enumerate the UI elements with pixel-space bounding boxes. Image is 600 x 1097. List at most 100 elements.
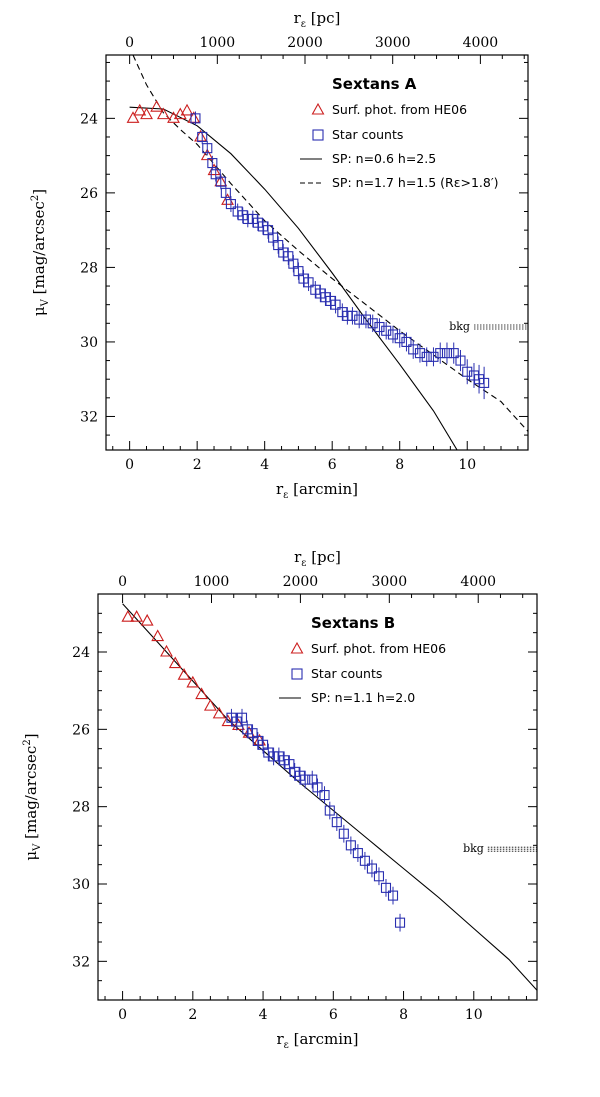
legend-stars-symbol bbox=[312, 129, 324, 141]
surf-phot-point bbox=[195, 687, 209, 700]
star-count-point bbox=[197, 131, 208, 143]
star-count-point bbox=[289, 766, 300, 777]
surf-phot-point bbox=[200, 148, 214, 161]
star-count-point bbox=[220, 187, 231, 198]
star-count-point bbox=[273, 751, 284, 762]
surf-phot-point bbox=[121, 610, 135, 622]
star-count-point bbox=[268, 751, 279, 762]
surf-phot-point bbox=[203, 698, 217, 711]
x-tick-label: 2 bbox=[188, 1007, 197, 1023]
star-count-point bbox=[210, 169, 221, 180]
star-count-point bbox=[242, 724, 253, 735]
top-axis-label: rε [pc] bbox=[294, 548, 341, 569]
x-tick-label: 10 bbox=[465, 1007, 483, 1023]
star-count-point bbox=[473, 374, 485, 385]
x-tick-label: 0 bbox=[118, 1007, 127, 1023]
y-tick-label: 26 bbox=[72, 722, 90, 738]
x-tick-label: 4 bbox=[260, 457, 269, 473]
surf-phot-point bbox=[160, 644, 173, 657]
top-tick-label: 4000 bbox=[460, 574, 496, 590]
star-count-point bbox=[236, 712, 248, 723]
star-count-point bbox=[288, 258, 299, 269]
star-count-point bbox=[273, 239, 284, 251]
x-tick-label: 8 bbox=[395, 457, 404, 473]
star-count-point bbox=[448, 348, 459, 359]
star-count-point bbox=[324, 805, 335, 816]
star-count-point bbox=[279, 755, 290, 766]
plot-frame bbox=[97, 593, 538, 1001]
top-tick-label: 2000 bbox=[283, 574, 319, 590]
star-count-point bbox=[380, 882, 392, 893]
star-count-point bbox=[294, 770, 305, 781]
star-count-point bbox=[225, 199, 236, 210]
chart-title: Sextans B bbox=[311, 614, 395, 632]
legend-sp1-label: SP: n=0.6 h=2.5 bbox=[332, 151, 436, 166]
star-count-point bbox=[441, 348, 453, 359]
x-tick-label: 6 bbox=[328, 457, 337, 473]
surf-phot-point bbox=[151, 629, 165, 642]
top-tick-label: 0 bbox=[118, 574, 127, 590]
y-tick-label: 30 bbox=[80, 335, 98, 351]
star-count-point bbox=[268, 232, 279, 243]
star-count-point bbox=[352, 848, 363, 859]
star-count-point bbox=[315, 288, 326, 299]
star-count-point bbox=[337, 307, 348, 318]
star-count-point bbox=[190, 113, 201, 124]
star-count-point bbox=[247, 213, 258, 225]
x-tick-label: 10 bbox=[458, 457, 476, 473]
star-count-point bbox=[320, 292, 331, 303]
star-count-point bbox=[303, 277, 314, 288]
y-tick-label: 26 bbox=[80, 186, 98, 202]
star-count-point bbox=[284, 759, 295, 770]
star-count-point bbox=[414, 348, 426, 359]
surf-phot-point bbox=[130, 610, 144, 622]
star-count-point bbox=[462, 366, 473, 377]
star-count-point bbox=[359, 855, 370, 866]
legend-stars-label: Star counts bbox=[332, 127, 403, 142]
star-count-point bbox=[338, 828, 349, 839]
star-count-point bbox=[330, 299, 341, 310]
top-tick-label: 1000 bbox=[200, 35, 236, 51]
star-count-point bbox=[247, 728, 258, 739]
surf-phot-point bbox=[212, 706, 226, 719]
surf-phot-point bbox=[177, 668, 191, 680]
star-count-point bbox=[231, 716, 242, 727]
top-tick-label: 2000 bbox=[287, 35, 323, 51]
top-tick-label: 1000 bbox=[194, 574, 230, 590]
y-axis-label: μV [mag/arcsec2] bbox=[22, 733, 43, 860]
star-count-point bbox=[242, 213, 253, 225]
star-count-point bbox=[283, 251, 294, 262]
star-count-point bbox=[278, 247, 289, 258]
y-tick-label: 32 bbox=[80, 409, 98, 425]
surf-phot-point bbox=[140, 107, 153, 120]
star-count-point bbox=[312, 782, 323, 793]
surf-phot-point bbox=[221, 714, 235, 727]
star-count-point bbox=[331, 817, 342, 828]
top-tick-label: 0 bbox=[125, 35, 134, 51]
star-count-point bbox=[202, 143, 213, 154]
legend-surf-symbol bbox=[311, 102, 325, 115]
star-count-point bbox=[394, 917, 406, 928]
star-count-point bbox=[252, 735, 263, 746]
star-count-point bbox=[401, 336, 412, 347]
surf-phot-point bbox=[186, 675, 200, 688]
star-count-point bbox=[387, 890, 399, 901]
y-tick-label: 24 bbox=[80, 111, 98, 127]
surf-phot-point bbox=[180, 103, 194, 116]
star-count-point bbox=[215, 176, 226, 187]
star-count-point bbox=[381, 325, 392, 336]
star-count-point bbox=[207, 158, 218, 169]
star-count-point bbox=[298, 273, 309, 284]
sp-model-dashed bbox=[132, 55, 528, 432]
star-count-point bbox=[428, 351, 439, 362]
star-count-point bbox=[342, 310, 353, 321]
star-count-point bbox=[373, 871, 385, 882]
y-axis-label: μV [mag/arcsec2] bbox=[30, 189, 51, 316]
star-count-point bbox=[468, 370, 480, 381]
top-axis-label: rε [pc] bbox=[294, 9, 341, 30]
star-count-point bbox=[300, 774, 311, 785]
y-tick-label: 32 bbox=[72, 954, 90, 970]
